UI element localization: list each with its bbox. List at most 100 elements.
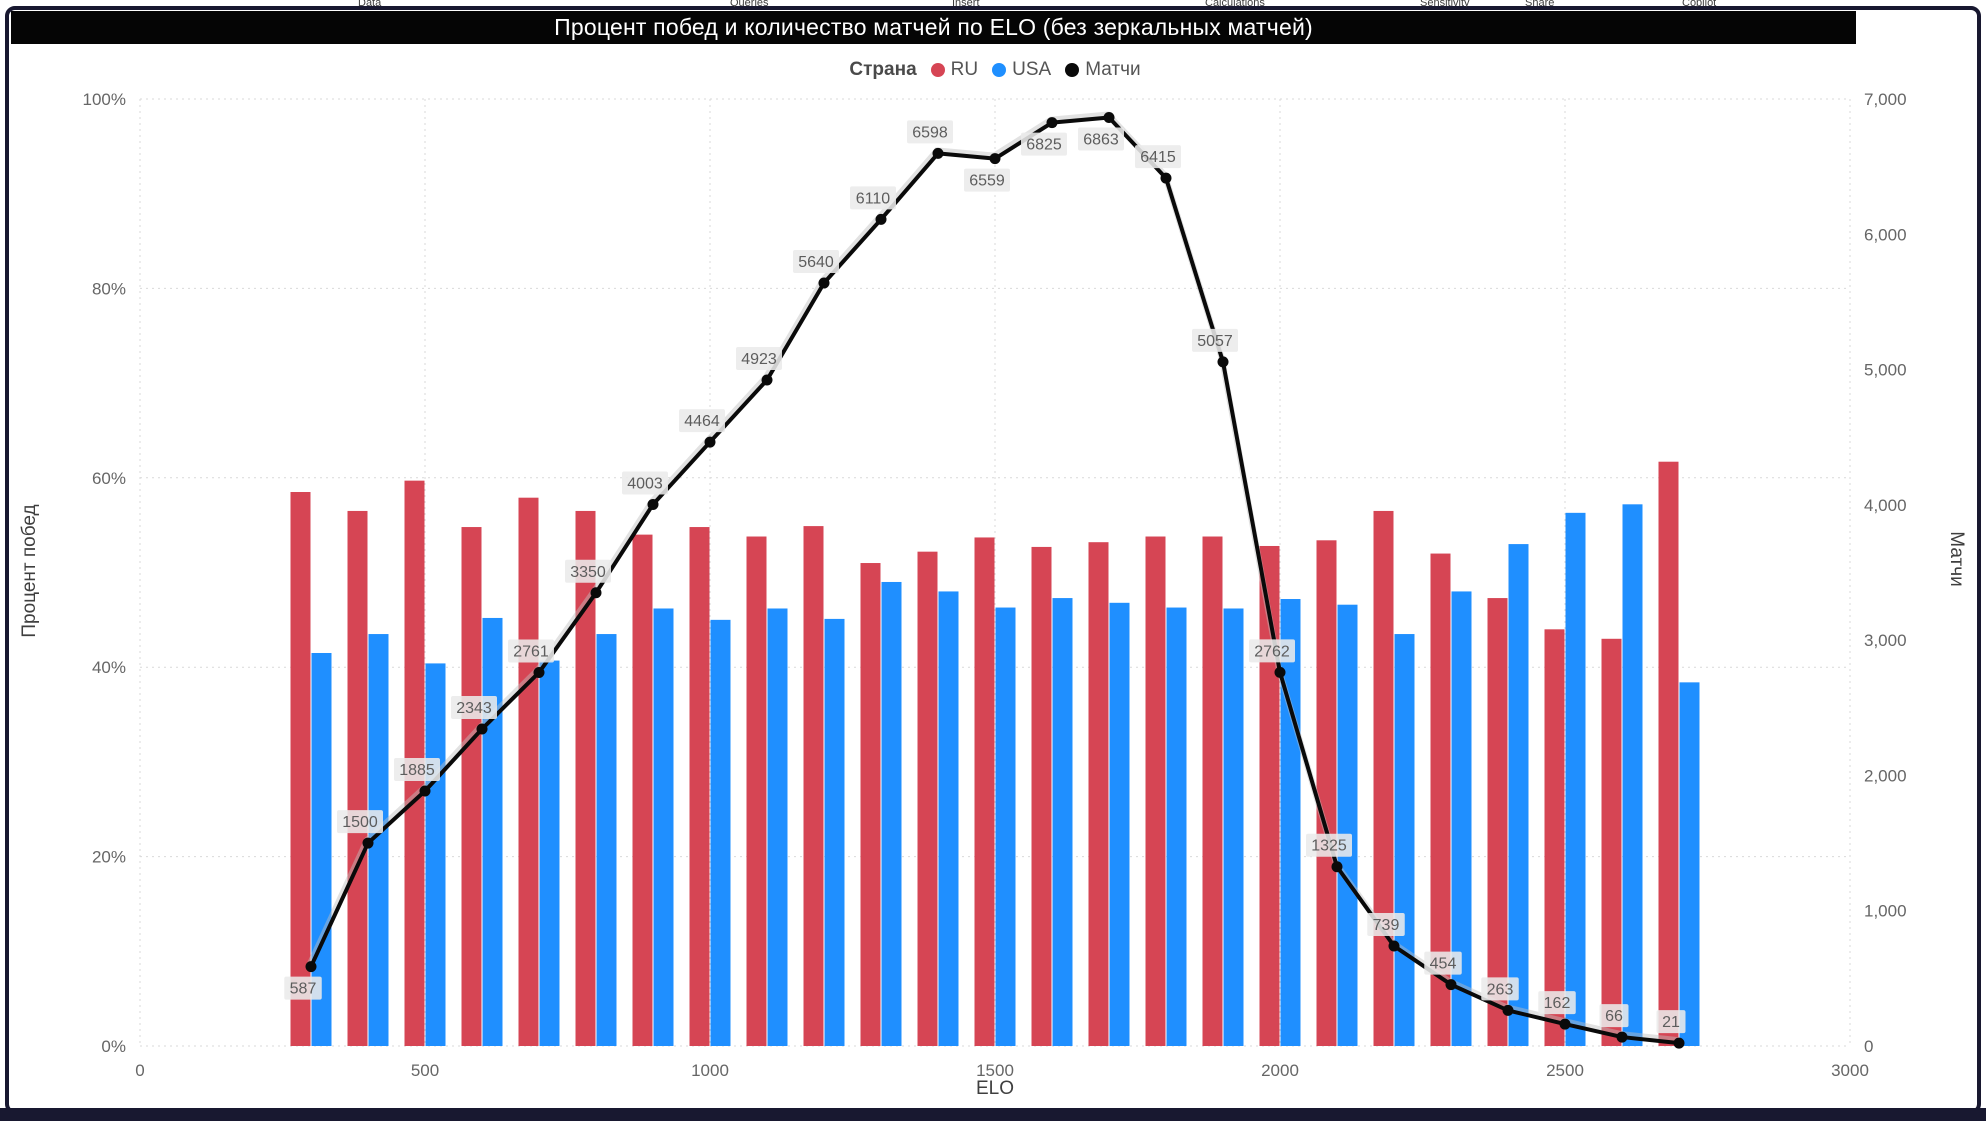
y-right-tick-label: 0 bbox=[1864, 1037, 1873, 1056]
matches-point-2400[interactable] bbox=[1502, 1004, 1514, 1016]
ribbon-tab-insert[interactable]: Insert bbox=[952, 0, 980, 7]
matches-point-2100[interactable] bbox=[1331, 861, 1343, 873]
ribbon-tab-sensitivity[interactable]: Sensitivity bbox=[1420, 0, 1470, 7]
bar-ru-2600[interactable] bbox=[1601, 638, 1622, 1046]
bar-usa-800[interactable] bbox=[596, 634, 617, 1046]
matches-point-300[interactable] bbox=[305, 961, 317, 973]
bar-usa-500[interactable] bbox=[425, 663, 446, 1046]
bar-usa-2600[interactable] bbox=[1622, 504, 1643, 1046]
matches-point-2500[interactable] bbox=[1559, 1018, 1571, 1030]
bar-usa-1300[interactable] bbox=[881, 581, 902, 1046]
bar-ru-300[interactable] bbox=[290, 492, 311, 1046]
matches-point-1600[interactable] bbox=[1046, 117, 1058, 129]
legend-item-matches[interactable]: Матчи bbox=[1065, 59, 1141, 81]
legend-label-matches: Матчи bbox=[1085, 59, 1141, 80]
matches-point-600[interactable] bbox=[476, 723, 488, 735]
ribbon-tab-share[interactable]: Share bbox=[1525, 0, 1555, 7]
bar-ru-1500[interactable] bbox=[974, 537, 995, 1046]
bar-usa-2300[interactable] bbox=[1451, 591, 1472, 1046]
bar-usa-1200[interactable] bbox=[824, 618, 845, 1046]
bar-usa-2200[interactable] bbox=[1394, 634, 1415, 1046]
matches-point-1500[interactable] bbox=[989, 153, 1001, 165]
data-label-bg bbox=[451, 696, 497, 720]
x-tick-label: 2000 bbox=[1261, 1061, 1299, 1080]
ribbon-tab-data[interactable]: Data bbox=[358, 0, 382, 7]
bar-ru-2500[interactable] bbox=[1544, 629, 1565, 1046]
bar-usa-300[interactable] bbox=[311, 652, 332, 1046]
bar-ru-2100[interactable] bbox=[1316, 540, 1337, 1046]
data-label-bg bbox=[1367, 913, 1405, 937]
bar-usa-2400[interactable] bbox=[1508, 544, 1529, 1046]
bar-ru-600[interactable] bbox=[461, 527, 482, 1046]
data-label-bg bbox=[622, 471, 668, 495]
bar-ru-1100[interactable] bbox=[746, 536, 767, 1046]
bar-ru-900[interactable] bbox=[632, 534, 653, 1046]
data-label-matches: 5640 bbox=[798, 254, 834, 271]
bar-usa-1100[interactable] bbox=[767, 608, 788, 1046]
matches-point-1300[interactable] bbox=[875, 213, 887, 225]
bar-usa-2100[interactable] bbox=[1337, 604, 1358, 1046]
bar-ru-2200[interactable] bbox=[1373, 510, 1394, 1046]
ribbon-tab-queries[interactable]: Queries bbox=[730, 0, 769, 7]
bar-ru-2400[interactable] bbox=[1487, 598, 1508, 1046]
ribbon-tab-copilot[interactable]: Copilot bbox=[1682, 0, 1717, 7]
matches-point-1200[interactable] bbox=[818, 277, 830, 289]
matches-point-1900[interactable] bbox=[1217, 356, 1229, 368]
bar-usa-700[interactable] bbox=[539, 660, 560, 1046]
bar-usa-2500[interactable] bbox=[1565, 512, 1586, 1046]
matches-point-2700[interactable] bbox=[1673, 1037, 1685, 1049]
ribbon-strip: Data Queries Insert Calculations Sensiti… bbox=[0, 0, 1986, 7]
bar-ru-1000[interactable] bbox=[689, 527, 710, 1046]
bar-usa-600[interactable] bbox=[482, 617, 503, 1046]
bar-usa-1700[interactable] bbox=[1109, 602, 1130, 1046]
data-label-bg bbox=[679, 409, 725, 433]
matches-point-900[interactable] bbox=[647, 498, 659, 510]
bar-ru-1700[interactable] bbox=[1088, 542, 1109, 1046]
bar-ru-2300[interactable] bbox=[1430, 553, 1451, 1046]
bar-ru-1600[interactable] bbox=[1031, 546, 1052, 1046]
matches-point-800[interactable] bbox=[590, 587, 602, 599]
legend-title: Страна bbox=[849, 59, 917, 80]
matches-point-2600[interactable] bbox=[1616, 1031, 1628, 1043]
bar-ru-1900[interactable] bbox=[1202, 536, 1223, 1046]
matches-point-1700[interactable] bbox=[1103, 112, 1115, 124]
bar-usa-1600[interactable] bbox=[1052, 598, 1073, 1046]
matches-point-1000[interactable] bbox=[704, 436, 716, 448]
ribbon-tab-calculations[interactable]: Calculations bbox=[1205, 0, 1265, 7]
legend-item-usa[interactable]: USA bbox=[992, 59, 1051, 81]
matches-point-2200[interactable] bbox=[1388, 940, 1400, 952]
bar-ru-1200[interactable] bbox=[803, 526, 824, 1046]
legend: Страна RU USA Матчи bbox=[140, 57, 1850, 83]
data-label-bg bbox=[1599, 1004, 1629, 1028]
matches-point-700[interactable] bbox=[533, 666, 545, 678]
bar-ru-1800[interactable] bbox=[1145, 536, 1166, 1046]
bar-usa-1400[interactable] bbox=[938, 591, 959, 1046]
matches-point-1800[interactable] bbox=[1160, 172, 1172, 184]
bar-ru-2000[interactable] bbox=[1259, 545, 1280, 1046]
matches-point-1100[interactable] bbox=[761, 374, 773, 386]
bar-ru-1400[interactable] bbox=[917, 551, 938, 1046]
bar-ru-2700[interactable] bbox=[1658, 461, 1679, 1046]
bar-usa-400[interactable] bbox=[368, 634, 389, 1046]
bar-usa-1900[interactable] bbox=[1223, 608, 1244, 1046]
bar-usa-1800[interactable] bbox=[1166, 607, 1187, 1046]
bar-usa-1000[interactable] bbox=[710, 619, 731, 1046]
matches-point-400[interactable] bbox=[362, 837, 374, 849]
window-bottom-edge bbox=[0, 1108, 1986, 1121]
bar-ru-700[interactable] bbox=[518, 497, 539, 1046]
legend-item-ru[interactable]: RU bbox=[930, 59, 978, 81]
matches-point-1400[interactable] bbox=[932, 147, 944, 159]
bar-ru-1300[interactable] bbox=[860, 563, 881, 1046]
matches-point-2300[interactable] bbox=[1445, 979, 1457, 991]
matches-point-2000[interactable] bbox=[1274, 666, 1286, 678]
y-left-tick-label: 0% bbox=[101, 1037, 126, 1056]
data-label-matches: 6863 bbox=[1083, 132, 1119, 149]
bar-usa-1500[interactable] bbox=[995, 607, 1016, 1046]
bar-ru-400[interactable] bbox=[347, 510, 368, 1046]
matches-point-500[interactable] bbox=[419, 785, 431, 797]
bar-usa-900[interactable] bbox=[653, 608, 674, 1046]
bar-ru-800[interactable] bbox=[575, 510, 596, 1046]
bar-usa-2700[interactable] bbox=[1679, 682, 1700, 1046]
bar-usa-2000[interactable] bbox=[1280, 599, 1301, 1046]
